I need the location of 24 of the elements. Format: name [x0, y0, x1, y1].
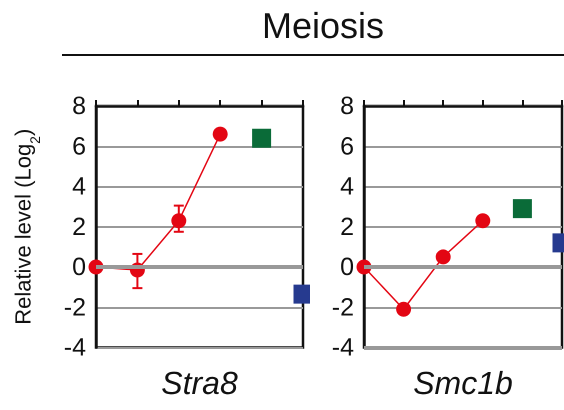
y-tick-label: 0: [340, 253, 354, 281]
y-tick-label: 6: [72, 132, 86, 160]
point: [252, 128, 272, 148]
point: [396, 302, 412, 317]
point: [512, 199, 532, 218]
y-tick-label: 4: [340, 172, 354, 200]
y-tick-label: -2: [332, 293, 354, 322]
point: [436, 249, 451, 264]
y-tick-label: 6: [340, 132, 354, 160]
y-tick-label: 2: [72, 212, 86, 241]
y-tick-label: 0: [72, 253, 86, 281]
y-tick-label: 2: [340, 212, 354, 241]
y-tick-label: -2: [64, 293, 86, 322]
y-axis-title: Relative level (Log2): [10, 128, 43, 325]
y-tick-label: -4: [64, 334, 86, 362]
x-axis-title: Smc1b: [412, 364, 514, 403]
x-axis-title: Stra8: [160, 364, 239, 403]
chart-title: Meiosis: [62, 0, 564, 56]
point: [475, 213, 490, 228]
y-tick-label: 8: [340, 92, 354, 120]
y-tick-label: 4: [72, 172, 86, 200]
y-tick-label: -4: [332, 334, 354, 362]
point: [212, 126, 228, 142]
y-tick-label: 8: [72, 92, 86, 120]
